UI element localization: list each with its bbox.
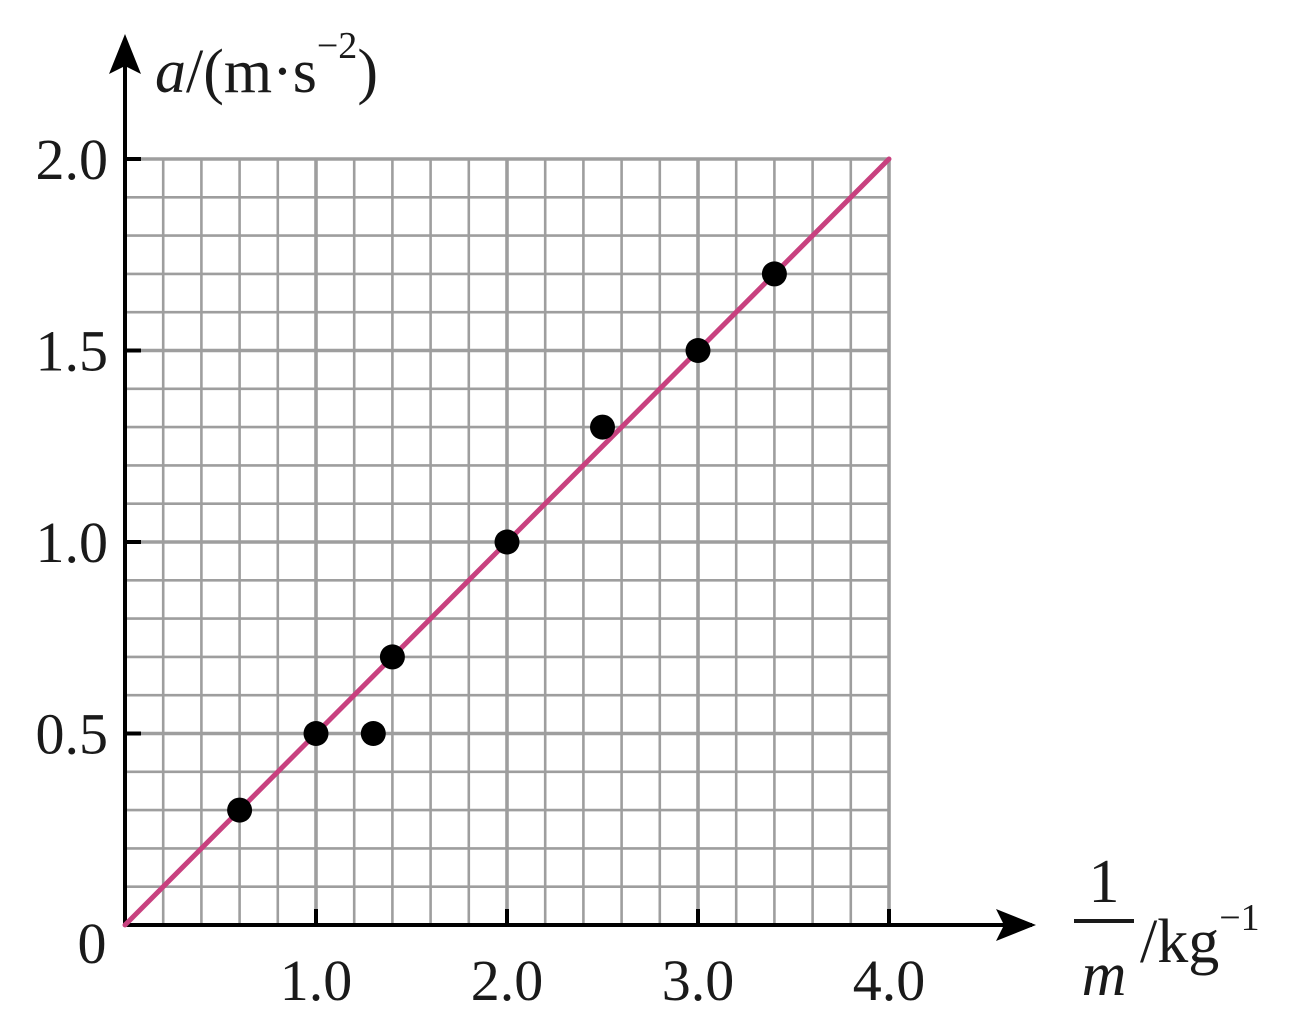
data-point [303, 721, 329, 746]
x-tick-label: 4.0 [853, 948, 926, 1011]
x-axis-label-exponent: −1 [1219, 897, 1259, 939]
y-tick-label: 1.0 [36, 510, 109, 575]
x-tick-label: 2.0 [471, 948, 544, 1011]
x-axis-label-denominator: m [1082, 941, 1127, 1009]
plot-grid [125, 157, 891, 925]
origin-label: 0 [78, 911, 107, 976]
x-axis-label: 1 m /kg−1 [1074, 848, 1260, 1009]
y-tick-label: 0.5 [36, 702, 109, 767]
data-point [379, 644, 405, 670]
y-tick-label: 2.0 [36, 127, 109, 192]
y-tick-label: 1.5 [36, 319, 109, 384]
data-point [761, 261, 787, 287]
y-axis-label-exponent: −2 [317, 25, 357, 67]
y-axis-label-variable: a [155, 38, 186, 106]
data-point [685, 338, 711, 363]
x-axis-label-unit: /kg [1140, 908, 1219, 976]
y-axis-label: a/(m·s−2) [155, 25, 378, 106]
tick-labels: 1.0 2.0 3.0 4.0 0.5 1.0 1.5 2.0 [36, 127, 926, 1011]
y-axis-label-unit: /(m·s [186, 38, 317, 106]
x-axis-label-unit-text: /kg−1 [1140, 897, 1260, 976]
x-tick-label: 3.0 [662, 948, 735, 1011]
axes [109, 34, 1036, 941]
data-point [494, 529, 520, 555]
data-point [590, 414, 615, 440]
x-tick-label: 1.0 [280, 948, 353, 1011]
y-axis-arrow [109, 34, 141, 74]
x-axis-label-numerator: 1 [1089, 848, 1120, 916]
x-axis-arrow [996, 909, 1036, 941]
data-point [227, 797, 253, 823]
data-point [360, 721, 386, 746]
data-points [227, 261, 787, 823]
y-axis-label-close: ) [357, 38, 378, 106]
